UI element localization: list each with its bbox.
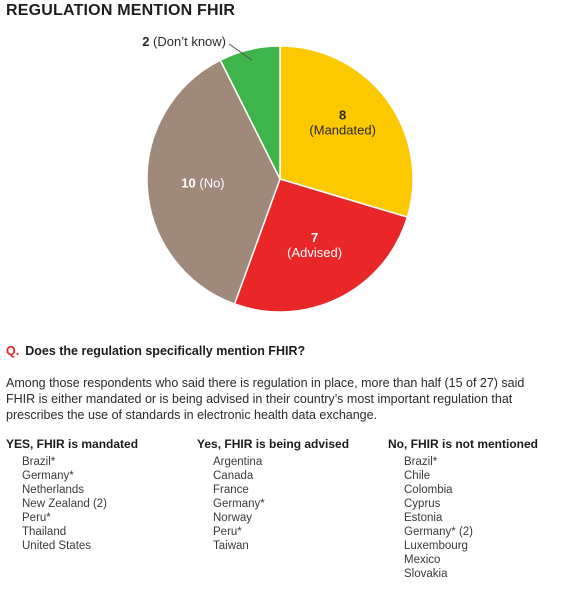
list-item: Argentina [213,456,263,468]
country-list: Brazil* Chile Colombia Cyprus Estonia Germany… [388,455,538,581]
slice-label: 7 (Advised) [287,230,342,260]
question-marker: Q. [6,344,20,358]
column-heading: YES, FHIR is mandated [6,437,139,451]
question-text: Does the regulation specifically mention… [25,344,306,358]
list-item: Germany* [213,498,265,510]
pie-chart: 8 (Mandated) 7 (Advised) 10 (No) 2 (Don’t kno… [142,34,414,313]
list-item: Netherlands [22,484,85,496]
list-item: Thailand [22,526,67,538]
leader-line [228,43,253,61]
column-heading: Yes, FHIR is being advised [197,437,350,451]
slice-value: 2 [142,34,153,49]
slice-value: 10 [181,175,199,190]
pie-slice-don-t-know [219,45,281,180]
list-item: New Zealand (2) [22,498,108,510]
column-advised: Yes, FHIR is being advised Argentina Cana… [197,437,349,553]
list-item: Canada [213,470,254,482]
list-item: Norway [213,512,252,524]
list-item: Germany* (2) [404,526,474,538]
pie-slice-no [146,59,281,305]
list-item: Mexico [404,554,441,566]
list-item: Germany* [22,470,74,482]
list-item: United States [22,540,92,552]
slice-label: 10 (No) [181,175,224,190]
slice-value: 8 [339,107,346,122]
list-item: Taiwan [213,540,249,552]
question: Q. Does the regulation specifically menti… [6,344,305,358]
description: Among those respondents who said there i… [6,376,525,422]
column-not-mentioned: No, FHIR is not mentioned Brazil* Chile Co… [388,437,538,581]
list-item: Brazil* [22,456,56,468]
pie-slice-mandated [279,45,414,219]
pie-slice-advised [233,178,409,313]
country-list: Brazil* Germany* Netherlands New Zealand (2… [6,455,138,553]
slice-category: (Don’t know) [153,34,226,49]
list-item: Cyprus [404,498,441,510]
list-item: Slovakia [404,568,448,580]
country-list: Argentina Canada France Germany* Norway Peru*… [197,455,349,553]
list-item: Peru* [213,526,242,538]
list-item: France [213,484,249,496]
list-item: Brazil* [404,456,438,468]
column-mandated: YES, FHIR is mandated Brazil* Germany* Net… [6,437,138,553]
slice-category: (Advised) [287,245,342,260]
slice-value: 7 [311,230,318,245]
chart-title: REGULATION MENTION FHIR [6,2,236,19]
slice-category: (No) [199,175,224,190]
slice-label: 2 (Don’t know) [142,34,226,49]
column-heading: No, FHIR is not mentioned [388,437,538,451]
list-item: Colombia [404,484,453,496]
slice-label: 8 (Mandated) [309,107,375,137]
slice-category: (Mandated) [309,122,375,137]
list-item: Estonia [404,512,443,524]
list-item: Chile [404,470,431,482]
list-item: Peru* [22,512,51,524]
list-item: Luxembourg [404,540,468,552]
